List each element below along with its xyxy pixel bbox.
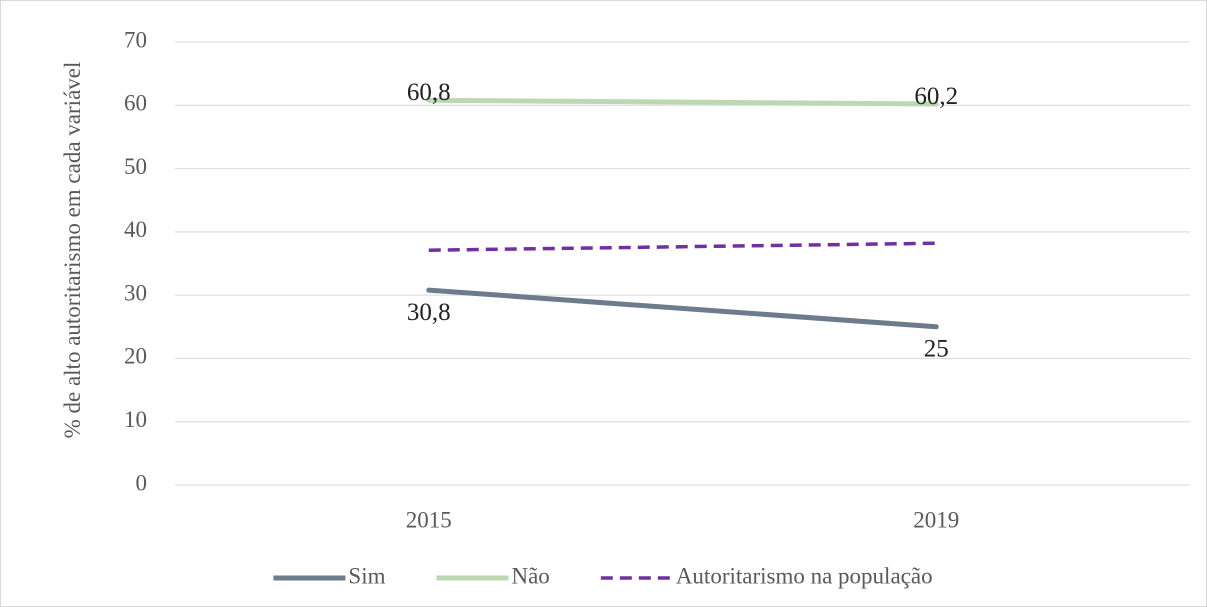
x-tick-label: 2015 [406,507,452,532]
series-line [426,97,939,107]
y-tick-label: 10 [124,407,147,432]
y-tick-label: 30 [124,280,147,305]
y-tick-label: 20 [124,344,147,369]
series-line [428,241,937,252]
y-tick-label: 60 [124,91,147,116]
x-tick-label: 2019 [913,507,959,532]
y-axis-title: % de alto autoritarismo em cada variável [60,61,85,439]
data-label: 25 [924,336,949,363]
legend-label: Não [511,563,549,588]
y-tick-label: 0 [136,470,148,495]
legend-label: Sim [348,563,385,588]
data-label: 30,8 [407,299,451,326]
y-tick-label: 50 [124,154,147,179]
y-tick-label: 40 [124,217,147,242]
y-tick-label: 70 [124,27,147,52]
legend-label: Autoritarismo na população [676,563,933,588]
data-label: 60,8 [407,79,451,106]
data-label: 60,2 [914,83,958,110]
series-line [426,287,939,330]
